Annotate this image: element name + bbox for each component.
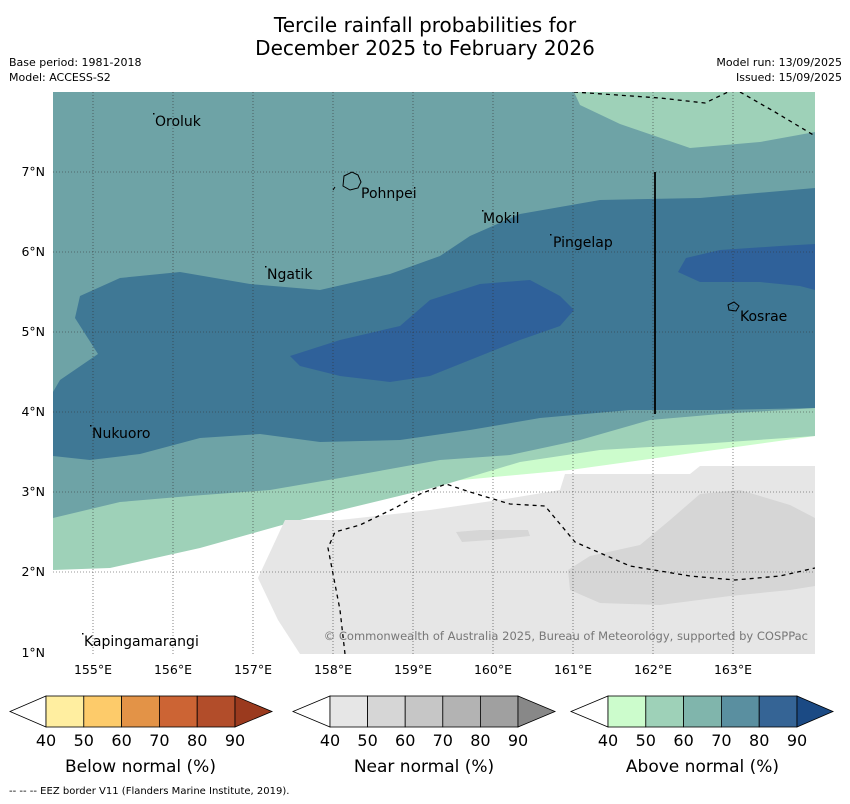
above-80-region-1 bbox=[290, 280, 574, 382]
model-run: Model run: 13/09/2025 bbox=[716, 56, 842, 69]
legend-swatch bbox=[683, 695, 722, 728]
longitude-labels: 155°E 156°E 157°E 158°E 159°E 160°E 161°E 162°E… bbox=[74, 662, 752, 677]
kosrae-outline bbox=[727, 301, 740, 312]
legend-title: Near normal (%) bbox=[354, 757, 494, 777]
legend-swatch bbox=[442, 695, 481, 728]
label-pohnpei: Pohnpei bbox=[361, 186, 417, 202]
legend-swatch bbox=[404, 695, 444, 728]
near-normal-region bbox=[258, 466, 815, 654]
legend-tick: 70 bbox=[433, 731, 453, 750]
lat-label: 3°N bbox=[21, 484, 45, 499]
lat-label: 2°N bbox=[21, 564, 45, 579]
lon-label: 155°E bbox=[74, 662, 112, 677]
lon-label: 160°E bbox=[474, 662, 512, 677]
lat-label: 4°N bbox=[21, 404, 45, 419]
probability-layers bbox=[53, 92, 815, 654]
legend-tick: 50 bbox=[74, 731, 94, 750]
legend-tick: 40 bbox=[36, 731, 56, 750]
legend-swatch bbox=[121, 695, 160, 728]
legend-tick: 80 bbox=[470, 731, 490, 750]
legend-tick: 50 bbox=[636, 731, 656, 750]
legend-tick: 90 bbox=[225, 731, 245, 750]
pohnpei-islet bbox=[332, 186, 336, 191]
legend-tick: 70 bbox=[711, 731, 731, 750]
legend-swatch bbox=[607, 695, 647, 728]
lon-label: 159°E bbox=[394, 662, 432, 677]
label-ngatik: Ngatik bbox=[267, 267, 313, 283]
legend-max-arrow bbox=[517, 695, 557, 728]
label-oroluk: Oroluk bbox=[155, 114, 202, 130]
map-title: Tercile rainfall probabilities for Decem… bbox=[0, 14, 850, 60]
latitude-labels: 7°N 6°N 5°N 4°N 3°N 2°N 1°N bbox=[21, 164, 45, 660]
lon-label: 163°E bbox=[714, 662, 752, 677]
lat-label: 1°N bbox=[21, 645, 45, 660]
label-nukuoro: Nukuoro bbox=[92, 426, 150, 442]
base-period: Base period: 1981-2018 bbox=[9, 56, 142, 69]
legend-tick: 90 bbox=[787, 731, 807, 750]
meta-left: Base period: 1981-2018 Model: ACCESS-S2 bbox=[9, 55, 141, 85]
legend-tick: 60 bbox=[673, 731, 693, 750]
legend-swatch bbox=[367, 695, 406, 728]
legend-min-arrow bbox=[8, 695, 47, 728]
legend-1: 40 50 60 70 80 90 Below normal (%) bbox=[8, 695, 274, 777]
copyright-notice: © Commonwealth of Australia 2025, Bureau… bbox=[324, 629, 808, 643]
label-kosrae: Kosrae bbox=[740, 309, 787, 325]
legend-swatch bbox=[196, 695, 236, 728]
legend-3: 40 50 60 70 80 90 Above normal (%) bbox=[569, 695, 835, 777]
legend-swatch bbox=[45, 695, 85, 728]
title-line-2: December 2025 to February 2026 bbox=[255, 36, 595, 60]
legend-tick: 40 bbox=[598, 731, 618, 750]
legend-min-arrow bbox=[569, 695, 609, 728]
legend-title: Below normal (%) bbox=[65, 757, 216, 777]
above-80-region-2 bbox=[678, 244, 815, 290]
legend-title: Above normal (%) bbox=[626, 757, 779, 777]
legend-2: 40 50 60 70 80 90 Near normal (%) bbox=[291, 695, 557, 777]
legend-max-arrow bbox=[234, 695, 274, 728]
label-pingelap: Pingelap bbox=[553, 235, 613, 251]
near-normal-50-region bbox=[568, 490, 815, 605]
legend-swatch bbox=[158, 695, 198, 728]
graticule bbox=[53, 92, 815, 654]
legend-swatch bbox=[645, 695, 684, 728]
legend-tick: 60 bbox=[395, 731, 415, 750]
lat-label: 5°N bbox=[21, 324, 45, 339]
legends: 40 50 60 70 80 90 Below normal (%) 40 50 60 70 80 90… bbox=[8, 695, 835, 777]
label-kapingamarangi: Kapingamarangi bbox=[84, 634, 199, 650]
legend-tick: 40 bbox=[320, 731, 340, 750]
label-mokil: Mokil bbox=[483, 211, 520, 227]
issued-date: Issued: 15/09/2025 bbox=[735, 71, 842, 84]
lon-label: 157°E bbox=[234, 662, 272, 677]
legend-swatch bbox=[479, 695, 519, 728]
legend-min-arrow bbox=[291, 695, 331, 728]
eez-footnote: -- -- -- EEZ border V11 (Flanders Marine… bbox=[9, 786, 290, 797]
eez-border bbox=[327, 92, 815, 654]
lon-label: 158°E bbox=[314, 662, 352, 677]
lon-label: 162°E bbox=[634, 662, 672, 677]
legend-tick: 60 bbox=[111, 731, 131, 750]
islands bbox=[332, 171, 740, 312]
legend-tick: 70 bbox=[149, 731, 169, 750]
meta-right: Model run: 13/09/2025 Issued: 15/09/2025 bbox=[716, 55, 842, 85]
pohnpei-outline bbox=[342, 171, 362, 191]
lon-label: 156°E bbox=[154, 662, 192, 677]
title-line-1: Tercile rainfall probabilities for bbox=[273, 13, 577, 37]
island-markers bbox=[82, 113, 552, 635]
legend-max-arrow bbox=[796, 695, 835, 728]
legend-swatch bbox=[329, 695, 368, 728]
lon-label: 161°E bbox=[554, 662, 592, 677]
legend-swatch bbox=[721, 695, 760, 728]
lat-label: 7°N bbox=[21, 164, 45, 179]
legend-tick: 80 bbox=[749, 731, 769, 750]
place-labels: Oroluk Pohnpei Mokil Pingelap Ngatik Kos… bbox=[84, 114, 787, 650]
legend-tick: 50 bbox=[357, 731, 377, 750]
legend-swatch bbox=[83, 695, 123, 728]
legend-swatch bbox=[758, 695, 798, 728]
legend-tick: 80 bbox=[187, 731, 207, 750]
lat-label: 6°N bbox=[21, 244, 45, 259]
legend-tick: 90 bbox=[508, 731, 528, 750]
model-name: Model: ACCESS-S2 bbox=[9, 71, 111, 84]
